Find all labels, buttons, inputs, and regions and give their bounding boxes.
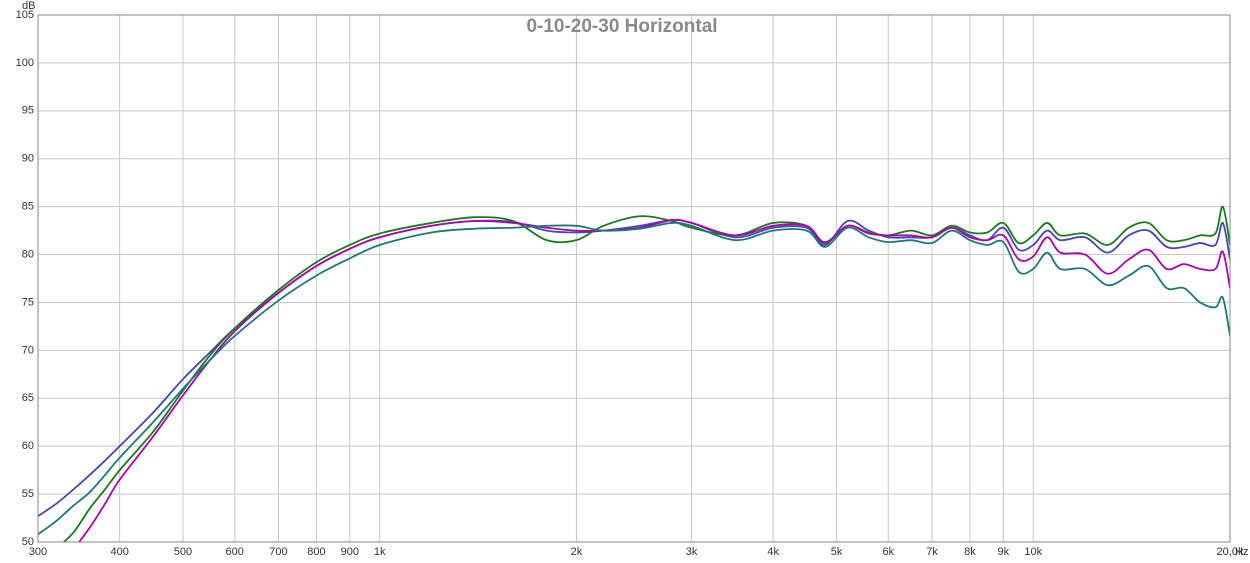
y-tick-label: 90 (22, 153, 34, 165)
x-tick-label: 3k (686, 546, 698, 558)
response-curve (38, 221, 1230, 536)
x-tick-label: 300 (29, 546, 47, 558)
y-tick-label: 50 (22, 536, 34, 548)
plot-frame (37, 14, 1231, 543)
curves (38, 205, 1230, 542)
x-tick-label: 700 (269, 546, 287, 558)
x-tick-label: 9k (998, 546, 1010, 558)
x-tick-label: 4k (767, 546, 779, 558)
y-tick-label: 60 (22, 440, 34, 452)
y-tick-label: 100 (16, 57, 34, 69)
response-curve (62, 205, 1230, 542)
y-tick-label: 65 (22, 392, 34, 404)
x-tick-label: 5k (831, 546, 843, 558)
y-tick-label: 85 (22, 201, 34, 213)
chart-title: 0-10-20-30 Horizontal (526, 16, 717, 37)
y-tick-label: 55 (22, 488, 34, 500)
x-tick-label: 2k (571, 546, 583, 558)
x-tick-label: 800 (307, 546, 325, 558)
y-tick-label: 70 (22, 344, 34, 356)
x-tick-label: 500 (174, 546, 192, 558)
x-tick-label: 20,0k (1217, 546, 1244, 558)
x-tick-label: 400 (110, 546, 128, 558)
x-axis-label: Hz (1235, 546, 1248, 558)
y-tick-label: 75 (22, 296, 34, 308)
x-tick-label: 6k (882, 546, 894, 558)
y-tick-label: 95 (22, 105, 34, 117)
x-tick-label: 600 (226, 546, 244, 558)
y-tick-label: 105 (16, 9, 34, 21)
x-tick-label: 1k (374, 546, 386, 558)
x-tick-label: 10k (1024, 546, 1042, 558)
x-tick-label: 900 (341, 546, 359, 558)
y-tick-label: 80 (22, 248, 34, 260)
x-tick-label: 7k (926, 546, 938, 558)
x-tick-label: 8k (964, 546, 976, 558)
response-curve (38, 218, 1230, 517)
y-axis-label: dB (22, 0, 35, 12)
